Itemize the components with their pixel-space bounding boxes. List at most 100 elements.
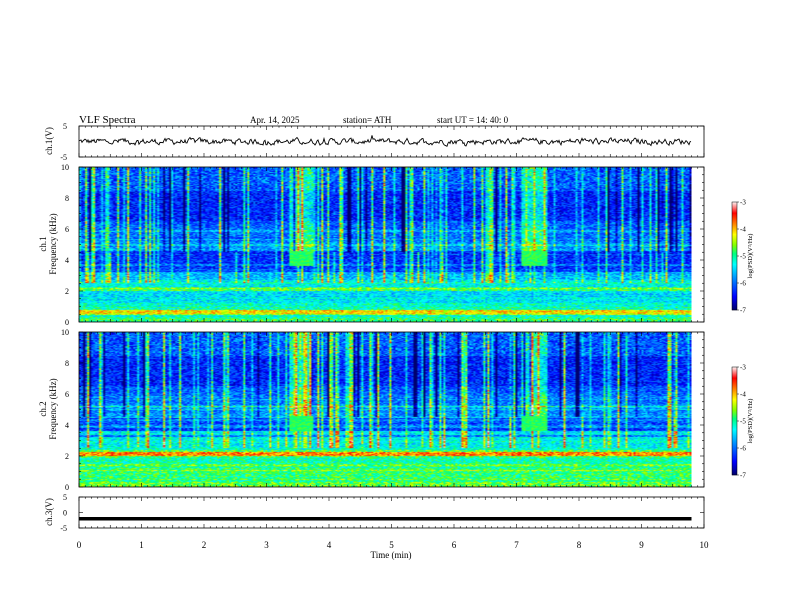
colorbar-segment — [732, 426, 737, 428]
colorbar-segment — [732, 401, 737, 403]
colorbar-segment — [732, 283, 737, 285]
colorbar-segment — [732, 243, 737, 245]
colorbar-segment — [732, 389, 737, 391]
colorbar-segment — [732, 452, 737, 454]
colorbar-tick-label: -4 — [740, 226, 746, 234]
colorbar-segment — [732, 374, 737, 376]
colorbar-segment — [732, 402, 737, 404]
colorbar-segment — [732, 419, 737, 421]
colorbar-segment — [732, 286, 737, 288]
ch1-spectrogram-image — [79, 167, 692, 322]
colorbar-segment — [732, 445, 737, 447]
colorbar-segment — [732, 466, 737, 468]
colorbar-segment — [732, 405, 737, 407]
y-tick-label: 8 — [65, 359, 69, 368]
colorbar-segment — [732, 206, 737, 208]
colorbar-segment — [732, 461, 737, 463]
colorbar-segment — [732, 375, 737, 377]
colorbar-segment — [732, 239, 737, 241]
colorbar-segment — [732, 278, 737, 280]
colorbar-segment — [732, 376, 737, 378]
colorbar-segment — [732, 268, 737, 270]
colorbar-segment — [732, 469, 737, 471]
colorbar-segment — [732, 219, 737, 221]
colorbar-segment — [732, 277, 737, 279]
colorbar-segment — [732, 443, 737, 445]
colorbar-segment — [732, 435, 737, 437]
colorbar-segment — [732, 428, 737, 430]
y-tick-label: 0 — [65, 318, 69, 327]
colorbar-segment — [732, 383, 737, 385]
colorbar-tick-label: -3 — [740, 199, 746, 207]
colorbar-segment — [732, 411, 737, 413]
colorbar-segment — [732, 247, 737, 249]
colorbar-segment — [732, 208, 737, 210]
colorbar-segment — [732, 241, 737, 243]
colorbar-segment — [732, 307, 737, 309]
colorbar-segment — [732, 298, 737, 300]
y-tick-label: 5 — [63, 122, 67, 131]
colorbar-segment — [732, 447, 737, 449]
y-tick-label: 0 — [63, 509, 67, 518]
colorbar-segment — [732, 448, 737, 450]
colorbar-segment — [732, 289, 737, 291]
colorbar-segment — [732, 465, 737, 467]
colorbar-segment — [732, 370, 737, 372]
colorbar-segment — [732, 236, 737, 238]
colorbar-segment — [732, 441, 737, 443]
colorbar-segment — [732, 456, 737, 458]
time-tick-label: 3 — [264, 540, 269, 550]
colorbar-segment — [732, 449, 737, 451]
y-tick-label: 10 — [61, 328, 69, 337]
colorbar-segment — [732, 282, 737, 284]
colorbar-segment — [732, 266, 737, 268]
colorbar-tick-label: -3 — [740, 364, 746, 372]
colorbar-segment — [732, 220, 737, 222]
colorbar-segment — [732, 254, 737, 256]
colorbar-segment — [732, 237, 737, 239]
colorbar-segment — [732, 275, 737, 277]
colorbar-segment — [732, 422, 737, 424]
colorbar-segment — [732, 233, 737, 235]
colorbar-segment — [732, 309, 737, 311]
colorbar-segment — [732, 249, 737, 251]
colorbar-segment — [732, 223, 737, 225]
colorbar-segment — [732, 225, 737, 227]
colorbar-segment — [732, 287, 737, 289]
colorbar-segment — [732, 436, 737, 438]
date-label: Apr. 14, 2025 — [250, 115, 300, 125]
y-tick-label: 6 — [65, 225, 69, 234]
colorbar-segment — [732, 406, 737, 408]
colorbar-segment — [732, 438, 737, 440]
colorbar-segment — [732, 257, 737, 259]
colorbar-segment — [732, 367, 737, 369]
colorbar-segment — [732, 202, 737, 204]
colorbar-segment — [732, 384, 737, 386]
colorbar-segment — [732, 444, 737, 446]
colorbar-segment — [732, 473, 737, 475]
colorbar-segment — [732, 395, 737, 397]
colorbar-segment — [732, 430, 737, 432]
colorbar-segment — [732, 205, 737, 207]
colorbar-segment — [732, 457, 737, 459]
colorbar-tick-label: -6 — [740, 280, 746, 288]
colorbar-segment — [732, 377, 737, 379]
colorbar-segment — [732, 259, 737, 261]
colorbar-segment — [732, 398, 737, 400]
colorbar-tick-label: -4 — [740, 391, 746, 399]
colorbar-segment — [732, 392, 737, 394]
colorbar-tick-label: -7 — [740, 472, 746, 480]
colorbar-segment — [732, 235, 737, 237]
colorbar-segment — [732, 279, 737, 281]
colorbar-segment — [732, 421, 737, 423]
ch3-waveform-ylabel: ch.3(V) — [44, 498, 54, 526]
colorbar-segment — [732, 400, 737, 402]
y-tick-label: -5 — [60, 153, 67, 162]
colorbar-segment — [732, 245, 737, 247]
colorbar-segment — [732, 272, 737, 274]
figure-title: VLF Spectra — [79, 114, 136, 126]
time-axis: 0 1 2 3 4 5 6 7 8 9 10 — [77, 540, 709, 550]
colorbar-segment — [732, 258, 737, 260]
start-ut-label: start UT = 14: 40: 0 — [437, 115, 509, 125]
